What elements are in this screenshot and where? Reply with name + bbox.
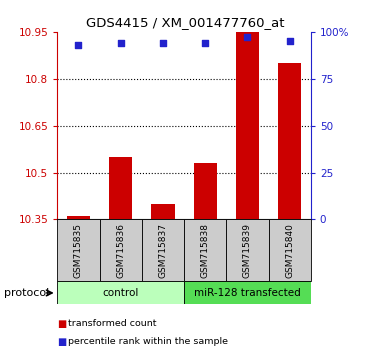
Point (202, 40, 208, 46)
Text: transformed count: transformed count (68, 319, 157, 329)
Bar (67, 216, 90, 219)
Point (245, 35, 250, 40)
FancyBboxPatch shape (100, 219, 142, 281)
FancyBboxPatch shape (142, 219, 184, 281)
Point (75, 42, 81, 48)
Text: control: control (102, 288, 139, 298)
Point (118, 40, 124, 46)
Text: miR-128 transfected: miR-128 transfected (194, 288, 301, 298)
Bar (194, 163, 217, 219)
Text: protocol: protocol (4, 288, 49, 298)
Point (160, 40, 166, 46)
Text: GSM715838: GSM715838 (201, 223, 210, 278)
Text: GSM715839: GSM715839 (243, 223, 252, 278)
Bar (109, 157, 132, 219)
Text: GSM715836: GSM715836 (116, 223, 125, 278)
FancyBboxPatch shape (184, 281, 311, 304)
Text: ■: ■ (57, 337, 67, 347)
Text: ■: ■ (57, 319, 67, 329)
Text: GSM715840: GSM715840 (285, 223, 294, 278)
Bar (236, 32, 259, 219)
Text: GSM715837: GSM715837 (158, 223, 168, 278)
Text: percentile rank within the sample: percentile rank within the sample (68, 337, 228, 346)
FancyBboxPatch shape (226, 219, 269, 281)
FancyBboxPatch shape (184, 219, 226, 281)
Bar (151, 204, 175, 219)
Text: GDS4415 / XM_001477760_at: GDS4415 / XM_001477760_at (86, 16, 284, 29)
Text: GSM715835: GSM715835 (74, 223, 83, 278)
FancyBboxPatch shape (57, 219, 100, 281)
FancyBboxPatch shape (57, 281, 184, 304)
Bar (278, 63, 301, 219)
FancyBboxPatch shape (269, 219, 311, 281)
Point (287, 38, 293, 44)
